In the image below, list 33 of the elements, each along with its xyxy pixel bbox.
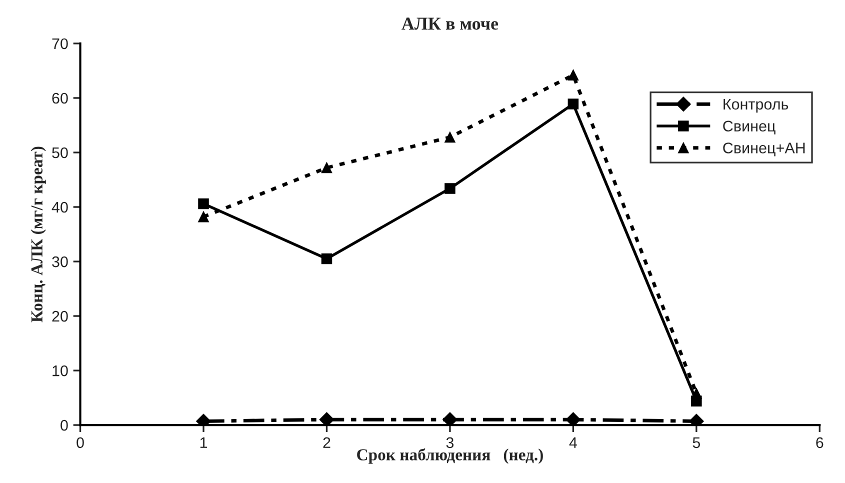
x-tick-label: 1	[200, 437, 208, 448]
point	[568, 70, 579, 80]
x-tick-label: 0	[76, 437, 84, 448]
point	[442, 412, 458, 426]
point	[198, 211, 209, 222]
x-tick-label: 6	[816, 437, 824, 448]
y-tick-label: 20	[52, 310, 68, 322]
point	[568, 98, 579, 110]
x-tick-label: 3	[446, 437, 454, 448]
x-tick-label: 5	[692, 437, 700, 448]
x-tick-label: 2	[323, 437, 330, 448]
point	[566, 412, 581, 426]
y-axis-title: Конц. АЛК (мг/г креат)	[30, 146, 46, 322]
y-tick-label: 70	[52, 38, 68, 50]
chart-title: АЛК в моче	[402, 18, 498, 30]
point	[691, 388, 702, 399]
y-tick-label: 40	[52, 202, 68, 213]
point	[319, 412, 334, 426]
legend-label: Свинец+АН	[723, 142, 805, 156]
x-tick-label: 4	[569, 437, 577, 448]
point	[198, 198, 209, 210]
legend-label: Свинец	[723, 120, 776, 134]
point	[444, 132, 456, 143]
point	[321, 253, 332, 264]
legend-label: Контроль	[724, 98, 788, 113]
point	[321, 162, 332, 174]
y-tick-label: 10	[52, 365, 68, 376]
x-axis-title: Срок наблюдения (нед.)	[357, 448, 543, 464]
y-tick-label: 60	[52, 92, 68, 104]
y-tick-label: 50	[52, 147, 68, 158]
y-tick-label: 30	[52, 256, 68, 268]
point	[444, 183, 456, 194]
y-tick-label: 0	[60, 420, 68, 431]
